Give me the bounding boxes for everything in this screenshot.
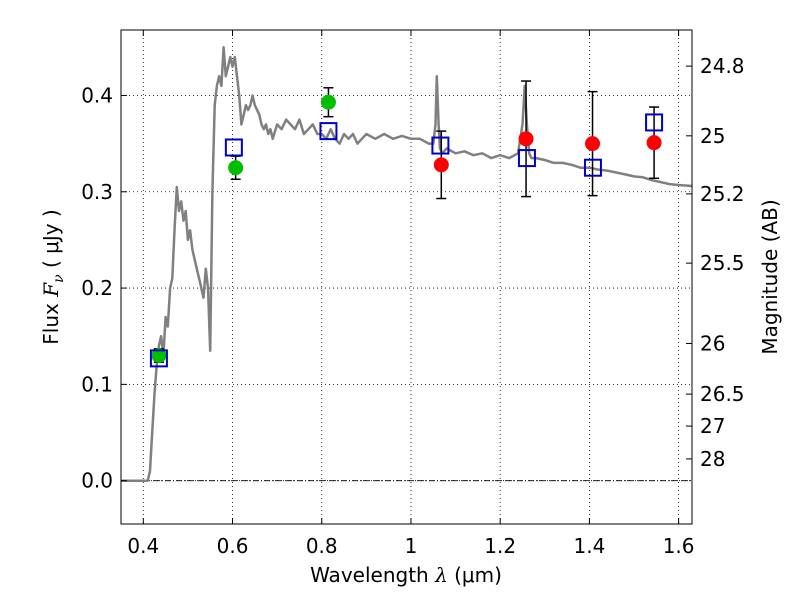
model-box <box>319 122 338 141</box>
x-tick-label: 1.4 <box>573 534 605 558</box>
magnitude-tick-label: 25.5 <box>700 251 745 275</box>
observed-point <box>646 135 662 151</box>
observed-point <box>151 347 167 363</box>
y-tick-label: 0.2 <box>81 276 113 300</box>
x-tick-label: 1 <box>405 534 418 558</box>
y-tick-label: 0.4 <box>81 83 113 107</box>
right-axis-label: Magnitude (AB) <box>758 199 782 354</box>
observed-point <box>585 136 601 152</box>
model-box <box>149 349 168 368</box>
model-box <box>583 158 602 177</box>
model-box <box>431 136 450 155</box>
observed-point <box>228 160 244 176</box>
axis-ticks <box>121 30 692 524</box>
magnitude-tick-label: 26 <box>700 331 725 355</box>
magnitude-tick-labels: 24.8 25 25.2 25.5 26 26.5 27 28 <box>700 54 745 471</box>
x-tick-label: 0.6 <box>217 534 249 558</box>
x-tick-label: 1.2 <box>484 534 516 558</box>
magnitude-tick-label: 28 <box>700 447 725 471</box>
model-box <box>224 138 243 157</box>
plot-frame <box>120 29 693 525</box>
magnitude-tick-label: 25.2 <box>700 182 745 206</box>
y-tick-label: 0.0 <box>81 469 113 493</box>
observed-point <box>320 94 336 110</box>
x-tick-label: 0.4 <box>127 534 159 558</box>
x-tick-labels: 0.4 0.6 0.8 1 1.2 1.4 1.6 <box>127 534 694 558</box>
observed-point <box>518 131 534 147</box>
y-axis-label: Flux Fν ( μJy ) <box>39 209 67 344</box>
observed-point <box>433 157 449 173</box>
model-photometry-boxes <box>149 113 664 368</box>
observed-points <box>151 94 662 363</box>
y-tick-label: 0.3 <box>81 180 113 204</box>
y-tick-labels: 0.0 0.1 0.2 0.3 0.4 <box>81 83 113 492</box>
magnitude-tick-label: 25 <box>700 124 725 148</box>
x-tick-label: 0.8 <box>306 534 338 558</box>
y-tick-label: 0.1 <box>81 372 113 396</box>
x-axis-label: Wavelength λ (μm) <box>310 563 502 587</box>
model-box <box>517 149 536 168</box>
magnitude-tick-label: 27 <box>700 414 725 438</box>
x-tick-label: 1.6 <box>663 534 695 558</box>
magnitude-tick-label: 24.8 <box>700 54 745 78</box>
model-box <box>645 113 664 132</box>
magnitude-tick-label: 26.5 <box>700 382 745 406</box>
